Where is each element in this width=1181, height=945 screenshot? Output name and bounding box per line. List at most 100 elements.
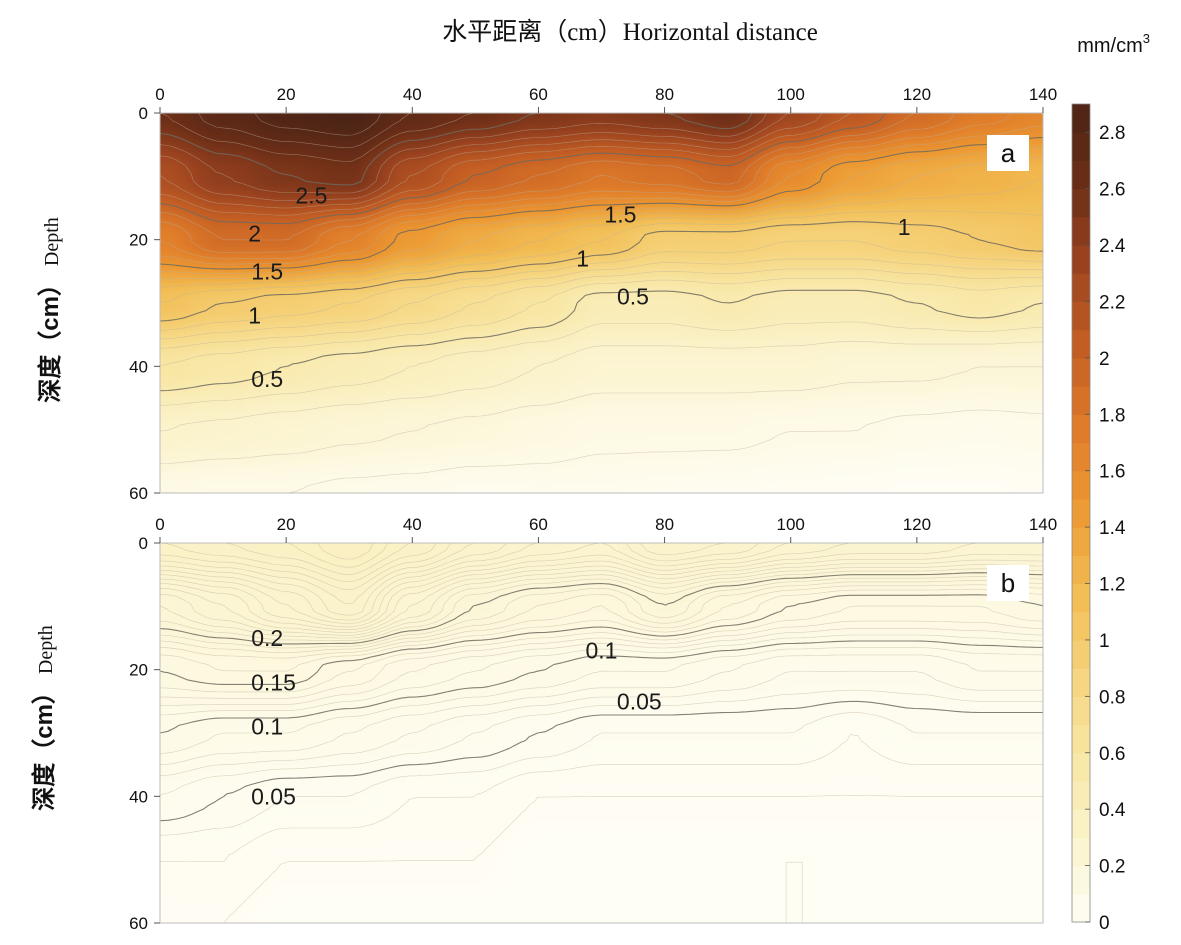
contour-line-0.6	[160, 278, 1043, 367]
colorbar-band	[1072, 498, 1090, 528]
colorbar-band	[1072, 611, 1090, 641]
contour-line-0.03	[160, 734, 1043, 862]
colorbar-tick-label: 1.8	[1099, 405, 1125, 426]
colorbar: 0 0.2 0.4 0.6 0.8 1 1.2 1.4 1.6 1.8 2 2.2 2.4 2.6 2.8	[1071, 103, 1126, 934]
contour-label: 0.5	[617, 284, 649, 310]
panel-a-y-label: 深度（cm） Depth	[36, 217, 64, 403]
panel-a-y-label-en: Depth	[41, 217, 63, 266]
x-tick-label: 0	[155, 85, 164, 104]
panel-b-tag: b	[1001, 568, 1015, 598]
colorbar-band	[1072, 329, 1090, 359]
contour-line-0.7	[160, 268, 1043, 349]
contour-line-1.2	[160, 176, 1043, 287]
contour-line-0.33	[224, 543, 412, 575]
panel-a-y-ticks: 0 20 40 60	[129, 104, 160, 503]
svg-text:深度（cm）Depth: 深度（cm） Depth	[30, 625, 58, 811]
colorbar-band	[1072, 188, 1090, 218]
colorbar-band	[1072, 442, 1090, 472]
colorbar-band	[1072, 245, 1090, 274]
colorbar-band	[1072, 132, 1090, 161]
panel-b-tag-box	[987, 565, 1029, 601]
contour-line-0.22	[160, 564, 1043, 639]
panel-b-y-label-cn: 深度（cm）	[30, 680, 58, 811]
panel-a-tag-box	[987, 135, 1029, 171]
panel-a-x-ticks: 0 20 40 60 80 100 120 140	[155, 85, 1057, 113]
panel-a-heatmap	[160, 113, 1043, 493]
contour-line-1.6	[160, 125, 1043, 265]
contour-label: 0.05	[251, 783, 296, 809]
panel-a-y-label-cn: 深度（cm）	[36, 272, 64, 403]
contour-label: 0.1	[586, 638, 618, 664]
x-tick-label: 100	[777, 515, 805, 534]
x-tick-label: 0	[155, 515, 164, 534]
contour-line-0.27	[160, 543, 793, 624]
panel-a: 2.5 2 1.5 1.5 1 1 1 0.5 0.5 a 0 20 40 60 80 100 120 140…	[129, 85, 1057, 503]
contour-line-0.31	[160, 543, 452, 590]
contour-line-0.12	[160, 628, 1043, 706]
panel-b-y-label-en: Depth	[35, 625, 57, 674]
colorbar-band	[1072, 696, 1090, 726]
major-contour-1	[160, 221, 1043, 322]
colorbar-tick-label: 2.6	[1099, 180, 1125, 201]
contour-label: 1.5	[604, 201, 636, 227]
colorbar-unit-superscript: 3	[1143, 31, 1150, 46]
contour-label: 0.5	[251, 366, 283, 392]
x-tick-label: 40	[403, 515, 422, 534]
colorbar-band	[1072, 781, 1090, 810]
major-contour-0.2	[160, 572, 1043, 645]
contour-line-1.9	[160, 113, 917, 241]
panel-b-contours	[160, 543, 1043, 923]
colorbar-band	[1072, 357, 1090, 387]
colorbar-band	[1072, 724, 1090, 754]
contour-label: 1.5	[251, 258, 283, 284]
colorbar-band	[1072, 555, 1090, 585]
contour-line-0.8	[160, 258, 1043, 340]
colorbar-band	[1072, 639, 1090, 669]
major-contour-2	[160, 113, 886, 225]
x-tick-label: 80	[655, 515, 674, 534]
contour-label: 1	[576, 246, 589, 272]
colorbar-tick-label: 2.2	[1099, 292, 1125, 313]
contour-label: 0.1	[251, 714, 283, 740]
contour-line-0.3	[160, 340, 1043, 432]
major-contour-2.5	[160, 113, 753, 186]
contour-line-0.29	[160, 543, 728, 616]
contour-label: 1	[898, 214, 911, 240]
panel-a-frame	[159, 112, 1044, 494]
colorbar-tick-label: 2.8	[1099, 123, 1125, 144]
contour-line-0.25	[160, 543, 1043, 630]
figure-title: 水平距离（cm）Horizontal distance	[442, 18, 818, 46]
contour-line-0.17	[160, 584, 1043, 659]
contour-line-0.06	[160, 689, 1043, 796]
colorbar-band	[1072, 809, 1090, 838]
panel-b-frame	[159, 542, 1044, 924]
colorbar-tick-label: 2	[1099, 349, 1110, 370]
contour-line-0.35	[317, 543, 374, 560]
colorbar-band	[1072, 527, 1090, 556]
contour-line-0.11	[160, 634, 1043, 716]
colorbar-tick-label: 1	[1099, 631, 1110, 652]
colorbar-tick-label: 0.8	[1099, 687, 1125, 708]
colorbar-frame	[1071, 103, 1091, 923]
contour-line-1.1	[160, 210, 1043, 304]
contour-line-0.26	[160, 543, 915, 628]
colorbar-band	[1072, 893, 1090, 923]
major-contour-0.5	[160, 289, 1043, 392]
contour-line-0.3	[160, 543, 475, 604]
contour-line-2.8	[254, 113, 382, 136]
contour-label: 2	[248, 220, 261, 246]
x-tick-label: 120	[903, 515, 931, 534]
panel-b-y-ticks: 0 20 40 60	[129, 534, 160, 933]
colorbar-tick-label: 0.4	[1099, 800, 1126, 821]
panel-b-y-label: 深度（cm） Depth	[30, 625, 58, 811]
panel-b-contour-labels: 0.2 0.15 0.1 0.1 0.05 0.05	[251, 625, 662, 809]
y-tick-label: 40	[129, 787, 148, 806]
contour-line-0.02	[176, 795, 1043, 923]
x-tick-label: 60	[529, 515, 548, 534]
major-contour-0.05	[160, 700, 1043, 822]
panel-b-x-ticks: 0 20 40 60 80 100 120 140	[155, 515, 1057, 543]
contour-line-0.19	[160, 576, 1043, 649]
contour-line-1.8	[160, 113, 956, 253]
contour-line-0.01	[785, 861, 803, 923]
contour-line-0.24	[160, 554, 1043, 633]
